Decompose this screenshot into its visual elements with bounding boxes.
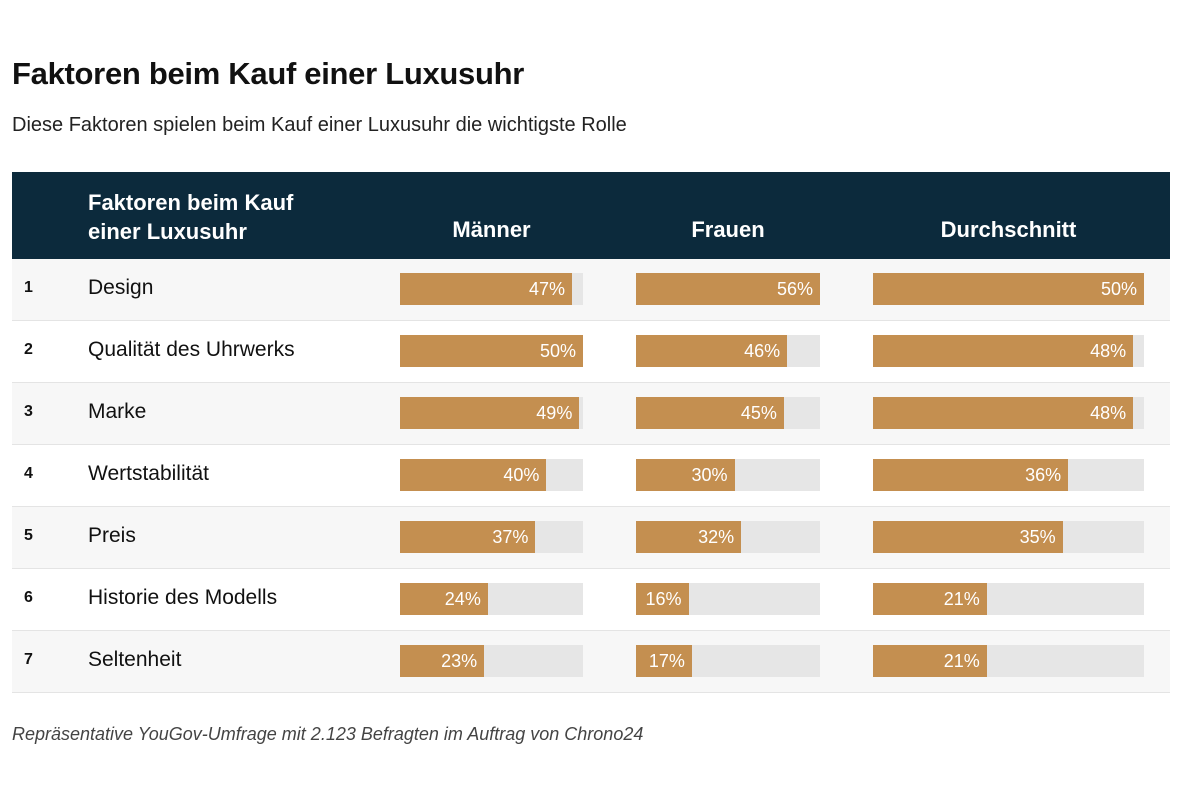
table-row: 4 Wertstabilität 40% 30% 36% [12, 445, 1170, 507]
chart-subtitle: Diese Faktoren spielen beim Kauf einer L… [12, 114, 627, 136]
bar-durchschnitt: 35% [873, 521, 1063, 553]
bar-track: 49% [400, 397, 583, 429]
bar-durchschnitt: 21% [873, 645, 987, 677]
rank-number: 6 [24, 589, 33, 606]
table-row: 7 Seltenheit 23% 17% 21% [12, 631, 1170, 693]
bar-track: 23% [400, 645, 583, 677]
bar-track: 30% [636, 459, 820, 491]
rank-number: 7 [24, 651, 33, 668]
rank-number: 2 [24, 341, 33, 358]
bar-track: 45% [636, 397, 820, 429]
rank-number: 5 [24, 527, 33, 544]
column-header-maenner: Männer [452, 217, 531, 242]
data-label: 23% [441, 651, 478, 671]
data-label: 47% [528, 279, 566, 299]
column-header-factor: Faktoren beim Kauf einer Luxusuhr [88, 190, 294, 244]
table-row: 2 Qualität des Uhrwerks 50% 46% 48% [12, 321, 1170, 383]
data-label: 32% [698, 527, 735, 547]
rank-number: 3 [24, 403, 33, 420]
data-label: 50% [1100, 279, 1137, 299]
bar-track: 21% [873, 645, 1144, 677]
bar-frauen: 45% [636, 397, 784, 429]
bar-track: 48% [873, 335, 1144, 367]
bar-track: 36% [873, 459, 1144, 491]
bar-frauen: 30% [636, 459, 735, 491]
bar-durchschnitt: 50% [873, 273, 1144, 305]
bar-durchschnitt: 48% [873, 397, 1134, 429]
bar-frauen: 56% [636, 273, 820, 305]
source-note: Repräsentative YouGov-Umfrage mit 2.123 … [12, 724, 644, 744]
bar-track: 16% [636, 583, 820, 615]
factor-label: Qualität des Uhrwerks [88, 338, 295, 361]
data-label: 37% [492, 527, 529, 547]
bar-männer: 40% [400, 459, 547, 491]
data-label: 17% [648, 651, 685, 671]
data-label: 36% [1025, 465, 1062, 485]
data-label: 48% [1090, 341, 1127, 361]
data-label: 16% [645, 589, 682, 609]
data-label: 49% [536, 403, 573, 423]
bar-männer: 23% [400, 645, 485, 677]
factor-label: Seltenheit [88, 648, 182, 671]
data-label: 56% [776, 279, 813, 299]
data-label: 46% [744, 341, 781, 361]
table-row: 3 Marke 49% 45% 48% [12, 383, 1170, 445]
bar-männer: 47% [400, 273, 573, 305]
bar-track: 35% [873, 521, 1144, 553]
bar-durchschnitt: 48% [873, 335, 1134, 367]
data-label: 40% [503, 465, 540, 485]
data-label: 45% [740, 403, 777, 423]
factor-label: Wertstabilität [88, 462, 209, 485]
bar-track: 50% [400, 335, 583, 367]
bar-durchschnitt: 21% [873, 583, 987, 615]
chart-title: Faktoren beim Kauf einer Luxusuhr [12, 56, 525, 91]
data-table: Faktoren beim Kauf einer Luxusuhr Männer… [12, 172, 1170, 693]
bar-track: 40% [400, 459, 583, 491]
bar-frauen: 17% [636, 645, 692, 677]
factor-label: Historie des Modells [88, 586, 278, 609]
rank-number: 4 [24, 465, 33, 482]
table-body: 1 Design 47% 56% 50% 2 Qualität des Uhrwerks 50… [12, 259, 1170, 693]
bar-track: 56% [636, 273, 820, 305]
rank-number: 1 [24, 279, 33, 296]
table-header: Faktoren beim Kauf einer Luxusuhr Männer… [12, 172, 1170, 259]
table-row: 1 Design 47% 56% 50% [12, 259, 1170, 321]
bar-männer: 24% [400, 583, 488, 615]
table-row: 6 Historie des Modells 24% 16% 21% [12, 569, 1170, 631]
bar-frauen: 46% [636, 335, 788, 367]
bar-durchschnitt: 36% [873, 459, 1069, 491]
bar-track: 47% [400, 273, 583, 305]
factor-label: Design [88, 276, 154, 299]
bar-track: 48% [873, 397, 1144, 429]
data-label: 50% [539, 341, 576, 361]
data-label: 30% [691, 465, 728, 485]
bar-männer: 49% [400, 397, 580, 429]
bar-frauen: 32% [636, 521, 742, 553]
bar-track: 32% [636, 521, 820, 553]
bar-track: 17% [636, 645, 820, 677]
bar-track: 46% [636, 335, 820, 367]
bar-track: 50% [873, 273, 1144, 305]
data-label: 48% [1090, 403, 1127, 423]
bar-track: 37% [400, 521, 583, 553]
factor-label: Marke [88, 400, 147, 423]
data-label: 24% [444, 589, 481, 609]
data-label: 21% [943, 651, 980, 671]
data-label: 35% [1019, 527, 1056, 547]
factor-label: Preis [88, 524, 136, 547]
bar-track: 21% [873, 583, 1144, 615]
column-header-frauen: Frauen [691, 217, 765, 242]
table-row: 5 Preis 37% 32% 35% [12, 507, 1170, 569]
bar-männer: 50% [400, 335, 583, 367]
bar-frauen: 16% [636, 583, 689, 615]
data-label: 21% [943, 589, 980, 609]
bar-track: 24% [400, 583, 583, 615]
column-header-durchschnitt: Durchschnitt [940, 217, 1077, 242]
bar-männer: 37% [400, 521, 536, 553]
